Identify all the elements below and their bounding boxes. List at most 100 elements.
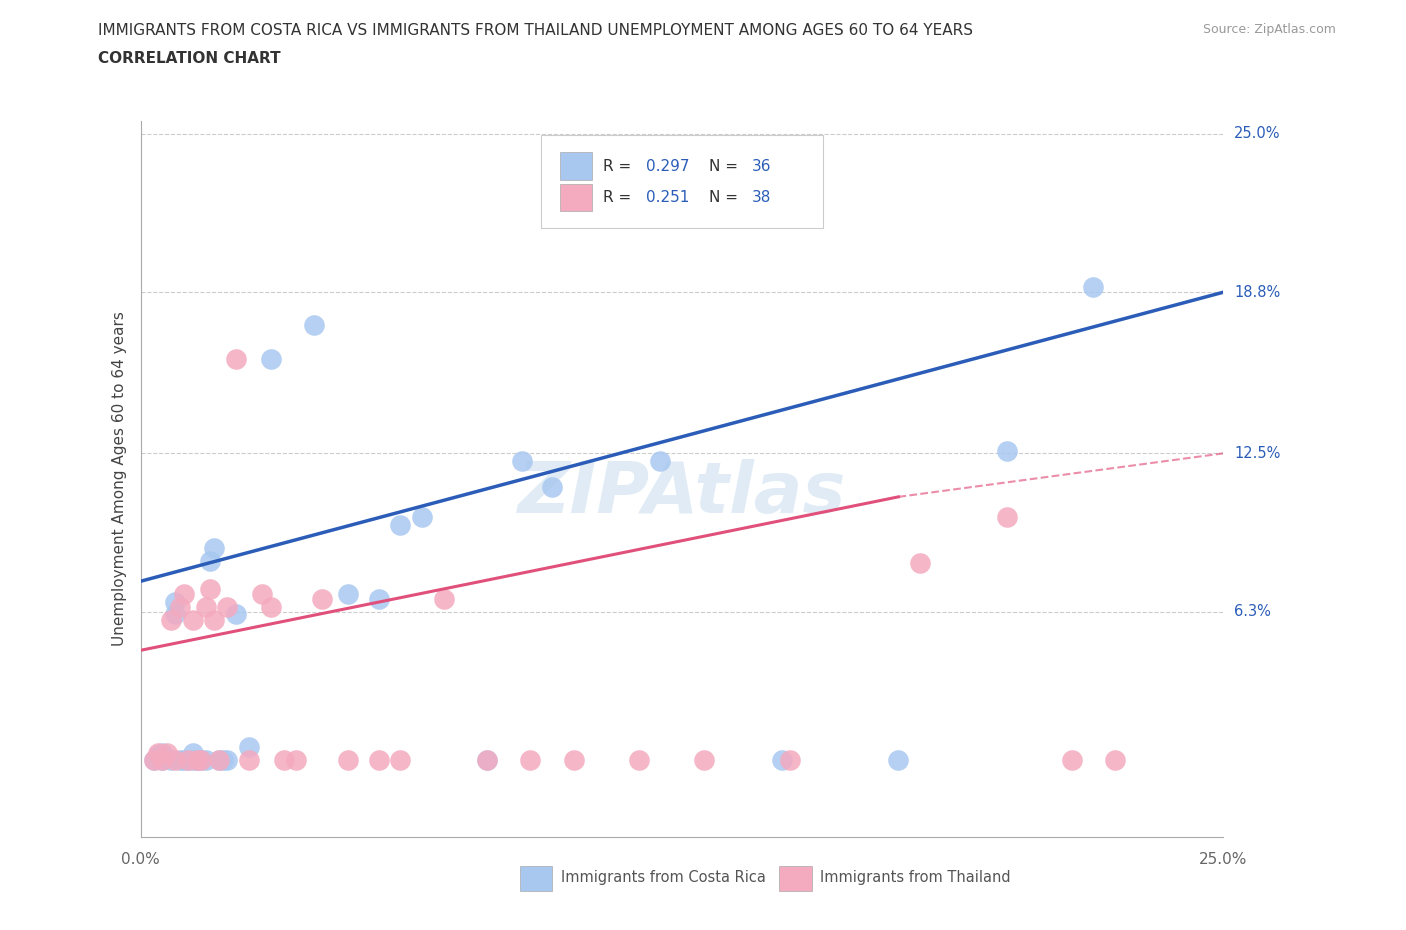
Point bbox=[146, 745, 169, 760]
Point bbox=[190, 753, 212, 768]
Point bbox=[202, 540, 225, 555]
FancyBboxPatch shape bbox=[560, 153, 592, 179]
Text: N =: N = bbox=[709, 190, 742, 205]
Text: Source: ZipAtlas.com: Source: ZipAtlas.com bbox=[1202, 23, 1336, 36]
Point bbox=[177, 753, 200, 768]
Point bbox=[190, 753, 212, 768]
Point bbox=[1104, 753, 1126, 768]
Point bbox=[142, 753, 165, 768]
Point bbox=[169, 753, 191, 768]
Point bbox=[150, 753, 173, 768]
Point bbox=[150, 753, 173, 768]
Text: 12.5%: 12.5% bbox=[1234, 445, 1281, 461]
Text: 36: 36 bbox=[752, 158, 772, 174]
Point bbox=[194, 753, 217, 768]
Point bbox=[207, 753, 229, 768]
Point bbox=[475, 753, 498, 768]
Point bbox=[165, 753, 187, 768]
Point bbox=[337, 753, 360, 768]
Point bbox=[510, 454, 533, 469]
Point bbox=[225, 352, 247, 366]
Point bbox=[198, 581, 221, 596]
Point bbox=[311, 591, 333, 606]
Text: ZIPAtlas: ZIPAtlas bbox=[517, 458, 846, 527]
Text: N =: N = bbox=[709, 158, 742, 174]
Point bbox=[692, 753, 714, 768]
Point bbox=[337, 587, 360, 602]
Text: 0.251: 0.251 bbox=[647, 190, 689, 205]
Text: 38: 38 bbox=[752, 190, 772, 205]
FancyBboxPatch shape bbox=[779, 866, 811, 891]
Point bbox=[217, 753, 239, 768]
Point bbox=[541, 479, 564, 494]
Point bbox=[225, 607, 247, 622]
Point bbox=[259, 352, 281, 366]
Text: 0.0%: 0.0% bbox=[121, 853, 160, 868]
Point bbox=[389, 517, 412, 532]
Point bbox=[165, 607, 187, 622]
Point bbox=[367, 753, 389, 768]
Text: Immigrants from Thailand: Immigrants from Thailand bbox=[821, 870, 1011, 885]
Point bbox=[173, 587, 195, 602]
Point bbox=[411, 510, 433, 525]
Point bbox=[238, 753, 260, 768]
FancyBboxPatch shape bbox=[560, 184, 592, 211]
Point bbox=[207, 753, 229, 768]
Point bbox=[627, 753, 650, 768]
Point bbox=[150, 745, 173, 760]
FancyBboxPatch shape bbox=[520, 866, 553, 891]
Point bbox=[433, 591, 456, 606]
Point bbox=[173, 753, 195, 768]
Point bbox=[519, 753, 541, 768]
Text: Immigrants from Costa Rica: Immigrants from Costa Rica bbox=[561, 870, 765, 885]
Point bbox=[995, 444, 1018, 458]
Point bbox=[194, 600, 217, 615]
Text: CORRELATION CHART: CORRELATION CHART bbox=[98, 51, 281, 66]
Point bbox=[181, 753, 204, 768]
Point bbox=[562, 753, 585, 768]
Point bbox=[217, 600, 239, 615]
Y-axis label: Unemployment Among Ages 60 to 64 years: Unemployment Among Ages 60 to 64 years bbox=[111, 312, 127, 646]
Point bbox=[1083, 280, 1105, 295]
Point bbox=[198, 553, 221, 568]
Text: 25.0%: 25.0% bbox=[1234, 126, 1281, 141]
Point bbox=[202, 612, 225, 627]
FancyBboxPatch shape bbox=[541, 135, 823, 229]
Point bbox=[212, 753, 235, 768]
Point bbox=[259, 600, 281, 615]
Point bbox=[238, 740, 260, 755]
Point bbox=[186, 753, 208, 768]
Point bbox=[779, 753, 801, 768]
Point bbox=[908, 556, 931, 571]
Point bbox=[169, 600, 191, 615]
Point bbox=[650, 454, 672, 469]
Text: R =: R = bbox=[603, 158, 636, 174]
Point bbox=[181, 745, 204, 760]
Point bbox=[887, 753, 910, 768]
Point bbox=[142, 753, 165, 768]
Point bbox=[165, 594, 187, 609]
Text: 25.0%: 25.0% bbox=[1199, 853, 1247, 868]
Point bbox=[273, 753, 295, 768]
Point bbox=[186, 753, 208, 768]
Point bbox=[995, 510, 1018, 525]
Point bbox=[302, 318, 325, 333]
Point bbox=[1060, 753, 1083, 768]
Point bbox=[285, 753, 308, 768]
Text: 6.3%: 6.3% bbox=[1234, 604, 1271, 619]
Text: 0.297: 0.297 bbox=[647, 158, 690, 174]
Point bbox=[250, 587, 273, 602]
Point bbox=[181, 612, 204, 627]
Point bbox=[160, 612, 183, 627]
Point bbox=[389, 753, 412, 768]
Point bbox=[770, 753, 793, 768]
Point bbox=[155, 745, 177, 760]
Text: R =: R = bbox=[603, 190, 636, 205]
Text: 18.8%: 18.8% bbox=[1234, 285, 1281, 299]
Point bbox=[146, 748, 169, 763]
Point bbox=[475, 753, 498, 768]
Point bbox=[367, 591, 389, 606]
Text: IMMIGRANTS FROM COSTA RICA VS IMMIGRANTS FROM THAILAND UNEMPLOYMENT AMONG AGES 6: IMMIGRANTS FROM COSTA RICA VS IMMIGRANTS… bbox=[98, 23, 973, 38]
Point bbox=[160, 753, 183, 768]
Point bbox=[177, 753, 200, 768]
